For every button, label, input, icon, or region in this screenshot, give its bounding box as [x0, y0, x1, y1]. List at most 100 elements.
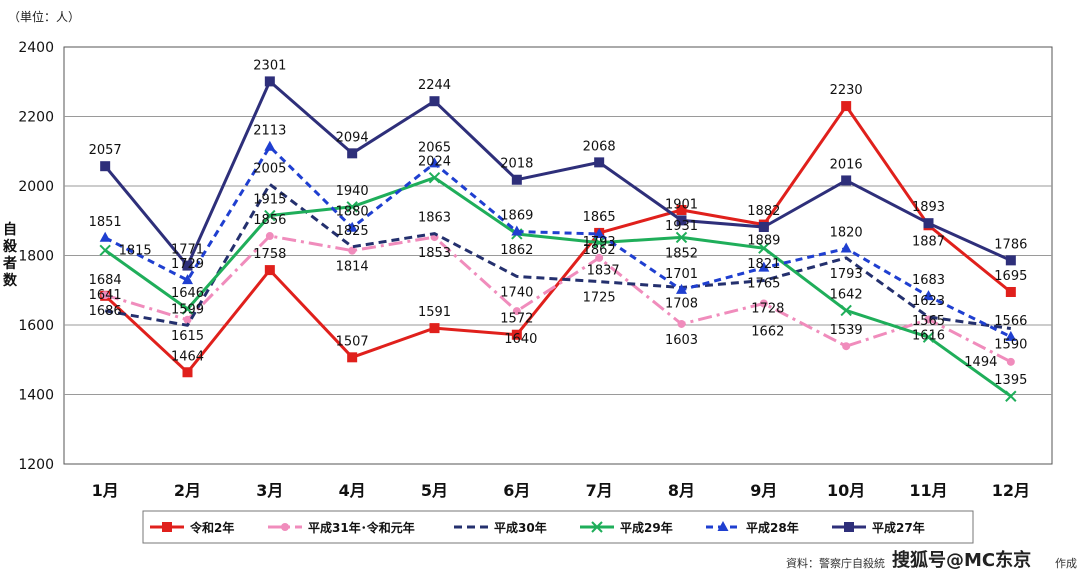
- data-label: 2301: [253, 58, 286, 73]
- legend-label: 令和2年: [189, 520, 234, 535]
- data-label: 1684: [89, 273, 122, 288]
- data-label: 1701: [665, 267, 698, 282]
- data-label: 1603: [665, 333, 698, 348]
- marker-stroke: [99, 244, 111, 256]
- y-tick-label: 2000: [18, 179, 54, 195]
- data-point: [101, 291, 110, 300]
- legend-label: 平成28年: [746, 520, 799, 535]
- y-tick-label: 1200: [18, 457, 54, 473]
- data-point: [264, 140, 276, 151]
- data-point: [594, 157, 605, 168]
- data-point: [99, 244, 111, 256]
- series-line: [104, 104, 1012, 374]
- data-point: [264, 209, 276, 222]
- data-label: 1683: [912, 273, 945, 288]
- y-axis-label: 自 殺 者 数: [2, 222, 18, 290]
- legend-marker: [162, 522, 172, 532]
- marker-stroke: [428, 171, 441, 184]
- y-tick-labels: 1200 1400 1600 1800 2000 2200 2400: [18, 40, 54, 473]
- data-label: 1565: [912, 314, 945, 329]
- x-tick-label: 1月: [92, 481, 119, 500]
- data-label: 1865: [583, 210, 616, 225]
- data-label: 1641: [89, 288, 122, 303]
- data-label: 1507: [336, 334, 369, 349]
- data-label: 1395: [994, 373, 1027, 388]
- x-tick-label: 10月: [827, 481, 865, 500]
- data-point: [593, 236, 605, 249]
- legend-label: 平成30年: [494, 520, 547, 535]
- data-label: 1786: [994, 237, 1027, 252]
- data-label: 1880: [336, 205, 369, 220]
- data-label: 1539: [830, 323, 863, 338]
- y-axis-label-char: 殺: [3, 239, 17, 255]
- data-point: [347, 352, 358, 363]
- data-point: [676, 215, 687, 226]
- data-label: 1862: [500, 243, 533, 258]
- data-point: [840, 242, 852, 253]
- data-label: 2065: [418, 140, 451, 155]
- data-label: 1686: [89, 304, 122, 319]
- data-label: 1825: [336, 224, 369, 239]
- data-label: 1814: [336, 260, 369, 275]
- data-label: 1646: [171, 286, 204, 301]
- data-point: [841, 101, 852, 112]
- legend-marker: [591, 521, 603, 533]
- data-point: [842, 342, 851, 351]
- x-tick-label: 11月: [909, 481, 947, 500]
- y-tick-label: 1400: [18, 388, 54, 404]
- y-tick-label: 2200: [18, 110, 54, 126]
- data-label: 1642: [830, 287, 863, 302]
- data-point: [593, 227, 605, 238]
- y-axis-label-char: 者: [3, 256, 17, 272]
- data-label: 1793: [830, 267, 863, 282]
- x-tick-label: 6月: [503, 481, 530, 500]
- data-point: [428, 171, 441, 184]
- data-label: 1852: [665, 246, 698, 261]
- data-point: [182, 260, 193, 271]
- data-point: [841, 175, 852, 186]
- series-line: [104, 145, 1012, 339]
- data-label: 2068: [583, 139, 616, 154]
- data-point: [99, 231, 111, 242]
- series-lines: [99, 76, 1017, 402]
- data-labels: 2057 1771 2301 2094 2244 2018 2068 1901 1882 2016…: [89, 58, 1028, 388]
- data-label: 1599: [171, 302, 204, 317]
- data-label: 2244: [418, 78, 451, 93]
- data-label: 2230: [830, 83, 863, 98]
- legend-marker: [844, 522, 854, 532]
- y-axis-label-char: 自: [3, 222, 17, 238]
- data-label: 1815: [119, 243, 152, 258]
- data-point: [923, 218, 934, 229]
- data-point: [346, 201, 358, 213]
- data-label: 1640: [504, 332, 537, 347]
- data-label: 1940: [336, 184, 369, 199]
- legend-label: 平成31年･令和元年: [308, 520, 415, 535]
- marker-stroke: [346, 201, 358, 213]
- data-label: 1566: [994, 314, 1027, 329]
- data-point: [595, 253, 604, 262]
- data-label: 1728: [751, 302, 784, 317]
- data-point: [1005, 390, 1017, 402]
- data-label: 1821: [747, 257, 780, 272]
- data-point: [675, 231, 688, 244]
- data-label: 2057: [89, 143, 122, 158]
- x-tick-label: 2月: [174, 481, 201, 500]
- data-point: [182, 274, 193, 285]
- data-point: [1005, 255, 1016, 266]
- data-point: [1005, 286, 1016, 297]
- data-point: [181, 303, 194, 315]
- data-point: [511, 174, 522, 185]
- data-label: 1590: [994, 337, 1027, 352]
- marker-stroke: [1005, 390, 1017, 402]
- x-tick-label: 3月: [256, 481, 283, 500]
- data-label: 1862: [583, 243, 616, 258]
- data-label: 1695: [994, 269, 1027, 284]
- watermark: 搜狐号@MC东京: [892, 550, 1032, 571]
- data-point: [923, 290, 934, 301]
- marker-stroke: [922, 331, 935, 343]
- data-label: 1853: [418, 246, 451, 261]
- y-tick-label: 1800: [18, 249, 54, 265]
- y-axis-label-char: 数: [3, 273, 17, 289]
- data-point: [183, 315, 192, 324]
- data-label: 1882: [747, 204, 780, 219]
